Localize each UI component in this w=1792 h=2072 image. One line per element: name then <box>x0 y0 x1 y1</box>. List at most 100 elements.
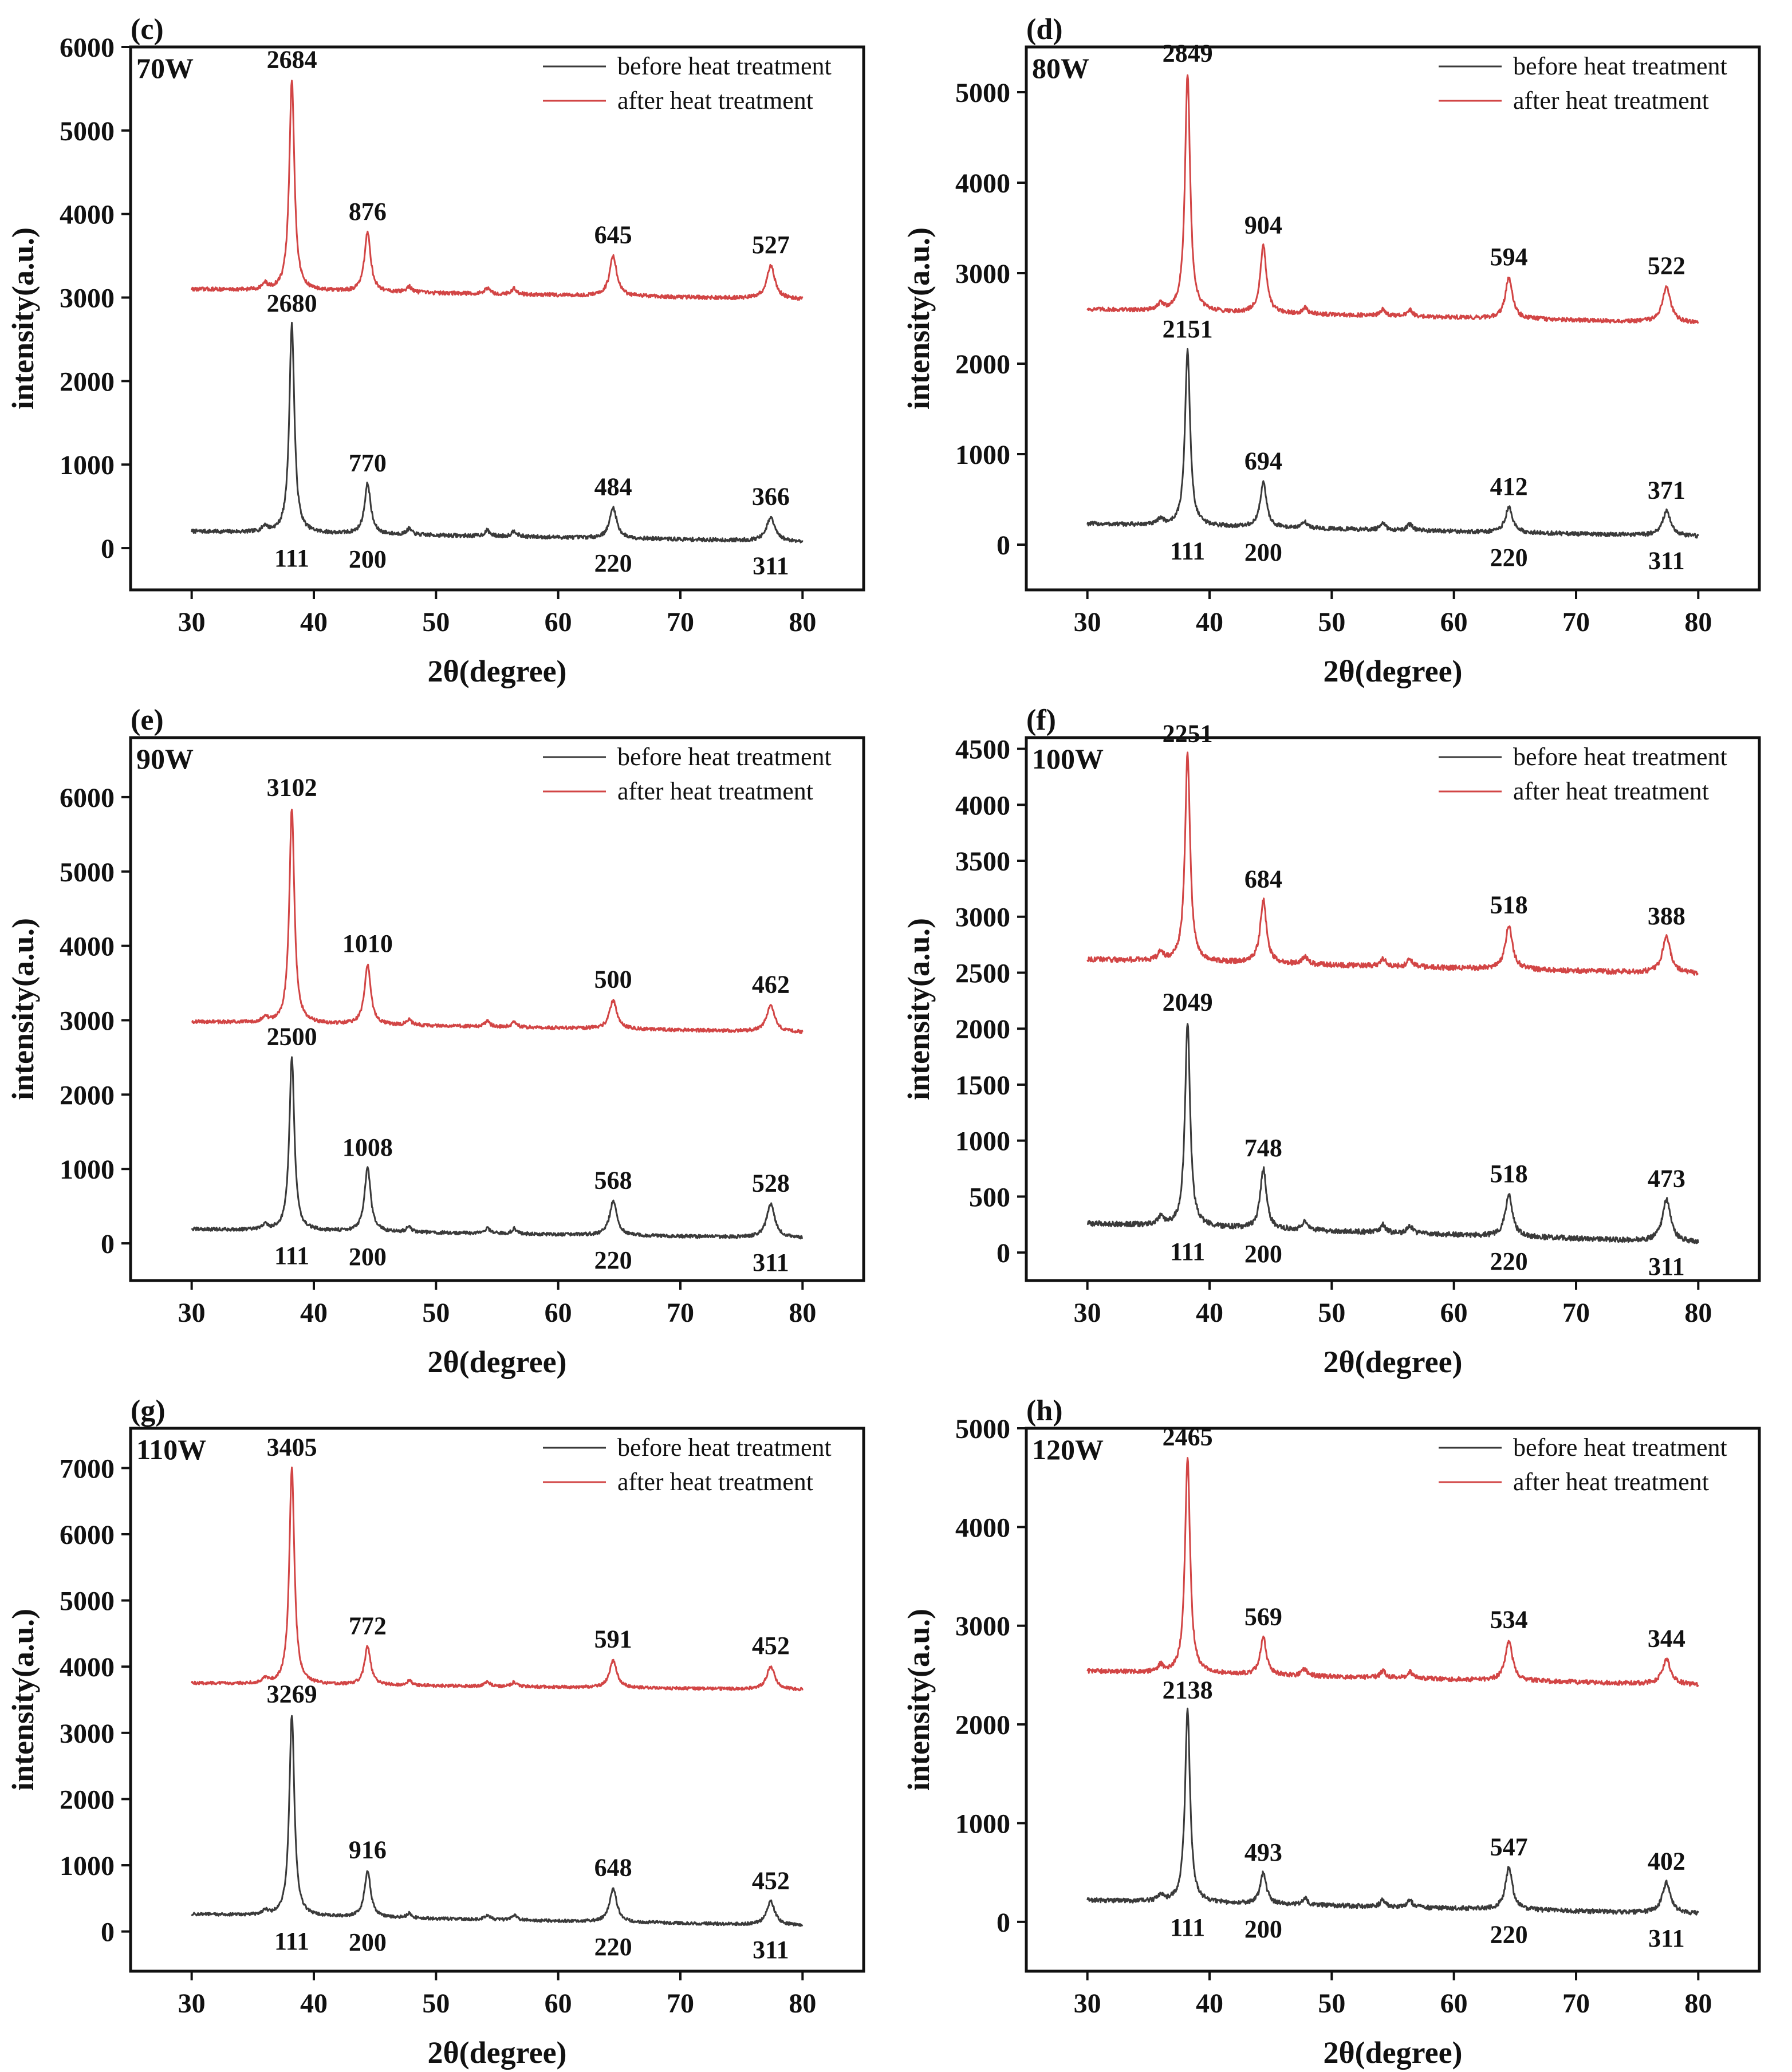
peak-value-label: 2684 <box>267 45 317 73</box>
xrd-series-line <box>1087 1023 1699 1244</box>
xrd-series-line <box>1086 1707 1699 1916</box>
legend-label: after heat treatment <box>1513 86 1709 115</box>
x-axis-title: 2θ(degree) <box>1323 1345 1462 1379</box>
xrd-series-line <box>1086 751 1699 976</box>
peak-value-label: 2049 <box>1163 988 1213 1017</box>
hkl-label: 220 <box>594 1933 632 1961</box>
x-tick-label: 40 <box>1196 1298 1223 1328</box>
y-tick-label: 4000 <box>955 1512 1010 1543</box>
hkl-label: 220 <box>1490 1921 1528 1949</box>
y-tick-label: 3000 <box>955 903 1010 933</box>
y-tick-label: 3000 <box>60 1006 115 1036</box>
xrd-panel: 30 40 50 60 70 80 0 1000 2000 3000 4000 5000 6000 2θ(… <box>0 0 896 691</box>
x-tick-label: 30 <box>178 607 206 637</box>
y-tick-label: 4000 <box>60 932 115 962</box>
x-tick-label: 60 <box>1440 1298 1468 1328</box>
peak-value-label: 388 <box>1648 902 1685 930</box>
peak-value-label: 366 <box>752 483 790 511</box>
hkl-label: 200 <box>349 545 387 573</box>
legend-label: after heat treatment <box>1513 1468 1709 1496</box>
x-tick-label: 70 <box>667 1988 694 2019</box>
hkl-label: 220 <box>594 549 632 577</box>
x-axis-title: 2θ(degree) <box>427 2035 566 2070</box>
legend-label: after heat treatment <box>617 86 813 115</box>
peak-value-label: 547 <box>1490 1833 1528 1861</box>
x-tick-label: 80 <box>1684 607 1712 637</box>
peak-value-label: 694 <box>1244 447 1282 475</box>
y-tick-label: 3000 <box>955 1612 1010 1642</box>
y-tick-label: 1000 <box>60 450 115 480</box>
xrd-chart: 30 40 50 60 70 80 0 1000 2000 3000 4000 5000 2θ(degr… <box>901 1395 1761 2070</box>
hkl-label: 111 <box>274 544 309 572</box>
x-tick-label: 60 <box>1440 1988 1468 2019</box>
xrd-series-line <box>191 321 804 543</box>
y-tick-label: 3000 <box>955 259 1010 289</box>
y-tick-label: 4000 <box>60 1652 115 1683</box>
x-tick-label: 70 <box>667 607 694 637</box>
peak-value-label: 452 <box>752 1866 790 1894</box>
power-label: 120W <box>1032 1433 1104 1466</box>
peak-value-label: 3405 <box>267 1433 317 1461</box>
x-tick-label: 70 <box>667 1298 694 1328</box>
y-axis-title: intensity(a.u.) <box>6 1609 40 1791</box>
plot-frame <box>1025 736 1761 1282</box>
peak-value-label: 534 <box>1490 1606 1528 1634</box>
y-tick-label: 4000 <box>60 200 115 230</box>
legend-label: before heat treatment <box>1513 743 1727 771</box>
y-tick-label: 1500 <box>955 1070 1010 1101</box>
hkl-label: 200 <box>349 1243 387 1271</box>
plot-frame <box>129 736 865 1282</box>
x-tick-label: 70 <box>1562 1298 1590 1328</box>
x-axis-title: 2θ(degree) <box>427 654 566 688</box>
y-axis-title: intensity(a.u.) <box>6 227 40 409</box>
xrd-series-line <box>191 1715 804 1927</box>
y-tick-label: 5000 <box>60 1586 115 1617</box>
x-tick-label: 30 <box>1074 1988 1101 2019</box>
y-tick-label: 0 <box>997 1238 1010 1269</box>
peak-value-label: 2151 <box>1163 315 1213 343</box>
x-tick-label: 40 <box>1196 1988 1223 2019</box>
legend-label: after heat treatment <box>1513 777 1709 805</box>
peak-value-label: 568 <box>594 1166 632 1194</box>
peak-value-label: 1010 <box>342 929 393 958</box>
y-tick-label: 6000 <box>60 783 115 813</box>
y-tick-label: 4000 <box>955 168 1010 199</box>
x-tick-label: 60 <box>545 1988 572 2019</box>
xrd-series-line <box>191 809 804 1034</box>
x-tick-label: 30 <box>1074 607 1101 637</box>
peak-value-label: 518 <box>1490 891 1528 919</box>
hkl-label: 311 <box>1648 1252 1685 1281</box>
peak-value-label: 772 <box>349 1612 387 1640</box>
y-tick-label: 0 <box>101 1229 115 1259</box>
y-tick-label: 2000 <box>955 1710 1010 1740</box>
peak-value-label: 462 <box>752 971 790 999</box>
peak-value-label: 648 <box>594 1854 632 1882</box>
y-tick-label: 2000 <box>60 367 115 397</box>
x-tick-label: 50 <box>422 607 450 637</box>
y-tick-label: 4500 <box>955 735 1010 765</box>
x-tick-label: 80 <box>1684 1988 1712 2019</box>
y-axis-title: intensity(a.u.) <box>901 918 936 1100</box>
peak-value-label: 2849 <box>1163 39 1213 67</box>
plot-frame <box>129 1427 865 1973</box>
y-tick-label: 2500 <box>955 958 1010 988</box>
hkl-label: 220 <box>594 1246 632 1274</box>
peak-value-label: 748 <box>1244 1134 1282 1162</box>
peak-value-label: 522 <box>1648 252 1685 280</box>
peak-value-label: 2680 <box>267 289 317 317</box>
y-tick-label: 0 <box>101 534 115 564</box>
peak-value-label: 2465 <box>1163 1423 1213 1451</box>
hkl-label: 111 <box>1170 537 1205 565</box>
x-tick-label: 70 <box>1562 1988 1590 2019</box>
panel-label: (f) <box>1026 704 1056 736</box>
peak-value-label: 452 <box>752 1632 790 1660</box>
xrd-chart: 30 40 50 60 70 80 0 1000 2000 3000 4000 5000 6000 2θ(… <box>6 13 865 688</box>
power-label: 70W <box>136 52 194 84</box>
hkl-label: 111 <box>1170 1238 1205 1266</box>
y-tick-label: 6000 <box>60 33 115 63</box>
xrd-panel: 30 40 50 60 70 80 0 1000 2000 3000 4000 5000 6000 700… <box>0 1381 896 2072</box>
x-tick-label: 60 <box>545 607 572 637</box>
xrd-series-line <box>191 80 804 301</box>
y-tick-label: 5000 <box>955 1414 1010 1444</box>
